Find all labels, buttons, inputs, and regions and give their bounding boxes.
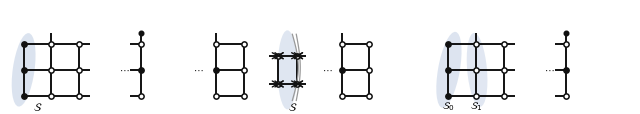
Text: $\mathcal{S}$: $\mathcal{S}$ bbox=[33, 100, 42, 112]
Text: $\mathcal{S}$: $\mathcal{S}$ bbox=[288, 100, 298, 112]
Ellipse shape bbox=[278, 31, 297, 109]
Text: $\mathcal{S}_1$: $\mathcal{S}_1$ bbox=[470, 99, 483, 112]
Text: $\cdots$: $\cdots$ bbox=[119, 66, 130, 75]
Ellipse shape bbox=[467, 34, 488, 107]
Ellipse shape bbox=[12, 34, 36, 107]
Text: $\cdots$: $\cdots$ bbox=[544, 66, 554, 75]
Text: $\cdots$: $\cdots$ bbox=[193, 66, 204, 75]
Text: $\mathcal{S}_0$: $\mathcal{S}_0$ bbox=[442, 99, 455, 112]
Ellipse shape bbox=[436, 33, 461, 108]
Text: $\cdots$: $\cdots$ bbox=[323, 66, 333, 75]
